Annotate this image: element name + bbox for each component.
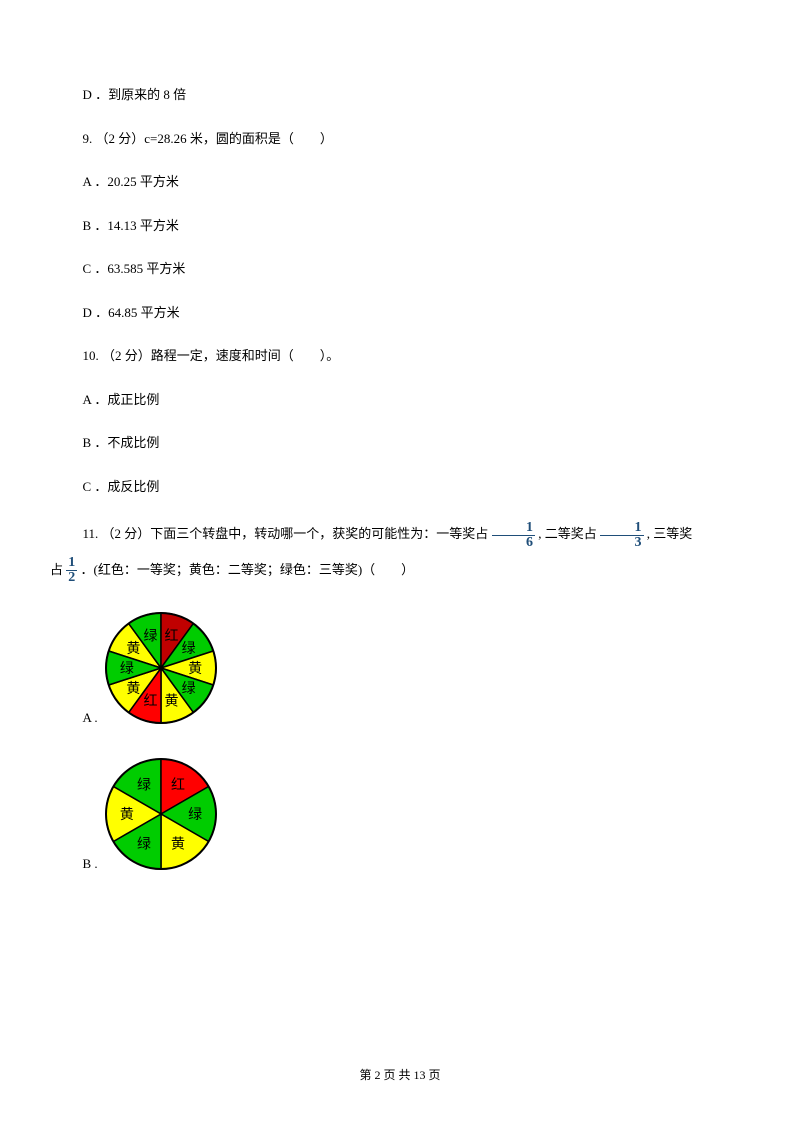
svg-text:黄: 黄 <box>188 660 202 677</box>
q11-option-b: B . 绿红绿黄绿黄 <box>83 755 751 873</box>
svg-text:绿: 绿 <box>137 777 151 793</box>
spinner-b: 绿红绿黄绿黄 <box>102 755 220 873</box>
svg-text:红: 红 <box>164 629 178 645</box>
q9-b: B ．14.13 平方米 <box>50 216 750 236</box>
svg-text:绿: 绿 <box>120 661 134 677</box>
q11-line2a: 占 <box>50 562 66 577</box>
q9-d: D ．64.85 平方米 <box>50 303 750 323</box>
q10-c: C ．成反比例 <box>50 477 750 497</box>
q11-line2b: ．(红色：一等奖；黄色：二等奖；绿色：三等奖)（ ） <box>81 562 415 577</box>
svg-text:黄: 黄 <box>120 806 134 823</box>
option-d-prev: D ．到原来的 8 倍 <box>50 85 750 105</box>
page-content: D ．到原来的 8 倍 9. （2 分）c=28.26 米，圆的面积是（ ） A… <box>0 0 800 873</box>
svg-text:绿: 绿 <box>181 641 195 657</box>
q10-stem: 10. （2 分）路程一定，速度和时间（ ）。 <box>50 346 750 366</box>
frac-1-2: 12 <box>66 556 77 585</box>
q11-mid2: , 三等奖 <box>647 526 693 541</box>
q9-a: A ．20.25 平方米 <box>50 172 750 192</box>
svg-text:红: 红 <box>171 777 185 793</box>
q11-mid1: , 二等奖占 <box>538 526 600 541</box>
q9-stem: 9. （2 分）c=28.26 米，圆的面积是（ ） <box>50 129 750 149</box>
svg-text:绿: 绿 <box>181 681 195 697</box>
q11-b-label: B . <box>83 854 98 874</box>
svg-text:绿: 绿 <box>143 629 157 645</box>
page-footer: 第 2 页 共 13 页 <box>0 1066 800 1084</box>
q11-option-a: A . 黄绿红绿黄绿黄红黄绿 <box>83 609 751 727</box>
svg-text:绿: 绿 <box>137 837 151 853</box>
svg-text:绿: 绿 <box>188 807 202 823</box>
spinner-a: 黄绿红绿黄绿黄红黄绿 <box>102 609 220 727</box>
q11-prefix: 11. （2 分）下面三个转盘中，转动哪一个，获奖的可能性为：一等奖占 <box>83 526 492 541</box>
svg-text:黄: 黄 <box>171 836 185 853</box>
q9-c: C ．63.585 平方米 <box>50 259 750 279</box>
q10-b: B ．不成比例 <box>50 433 750 453</box>
svg-text:黄: 黄 <box>164 692 178 709</box>
q11-a-label: A . <box>83 708 98 728</box>
q11-line1: 11. （2 分）下面三个转盘中，转动哪一个，获奖的可能性为：一等奖占 16 ,… <box>50 520 750 550</box>
q11-line2: 占 12 ．(红色：一等奖；黄色：二等奖；绿色：三等奖)（ ） <box>50 556 750 586</box>
frac-1-6: 16 <box>492 521 536 550</box>
svg-text:黄: 黄 <box>126 640 140 657</box>
svg-text:黄: 黄 <box>126 680 140 697</box>
frac-1-3: 13 <box>600 521 644 550</box>
svg-text:红: 红 <box>143 693 157 709</box>
q10-a: A ．成正比例 <box>50 390 750 410</box>
